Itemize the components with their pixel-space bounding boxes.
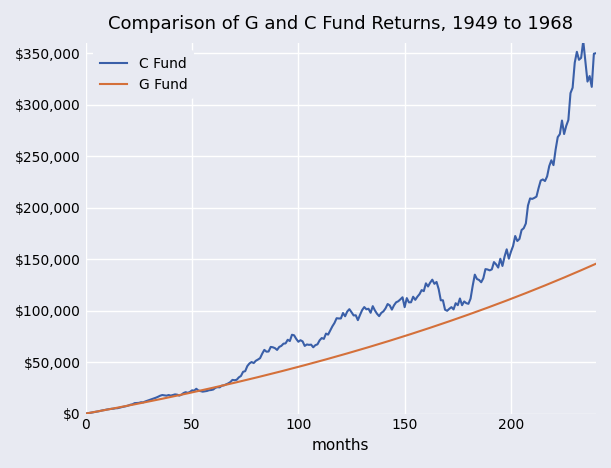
- Legend: C Fund, G Fund: C Fund, G Fund: [93, 50, 194, 99]
- C Fund: [458, 302, 466, 308]
- G Fund: [492, 302, 500, 307]
- C Fund: [373, 311, 381, 316]
- G Fund: [373, 342, 381, 347]
- Line: G Fund: G Fund: [86, 263, 596, 414]
- Title: Comparison of G and C Fund Returns, 1949 to 1968: Comparison of G and C Fund Returns, 1949…: [108, 15, 573, 33]
- G Fund: [458, 314, 466, 320]
- C Fund: [276, 344, 283, 350]
- C Fund: [588, 84, 595, 90]
- C Fund: [492, 262, 500, 267]
- G Fund: [586, 264, 593, 270]
- G Fund: [82, 411, 89, 417]
- G Fund: [592, 261, 599, 266]
- G Fund: [276, 369, 283, 374]
- C Fund: [580, 38, 587, 44]
- Line: C Fund: C Fund: [86, 41, 596, 414]
- G Fund: [139, 400, 147, 405]
- C Fund: [592, 51, 599, 56]
- C Fund: [82, 411, 89, 417]
- C Fund: [139, 400, 147, 405]
- X-axis label: months: months: [312, 438, 370, 453]
